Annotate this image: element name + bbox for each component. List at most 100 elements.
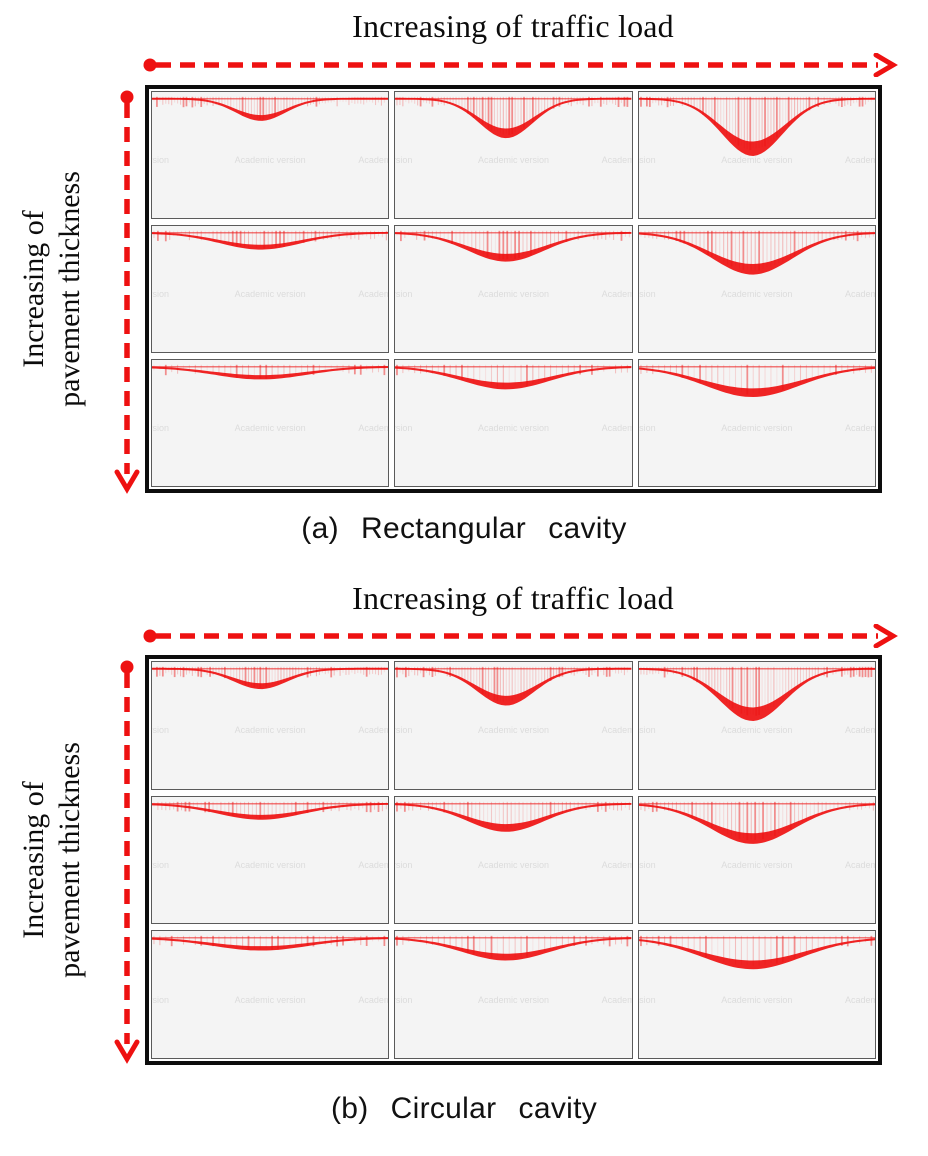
deflection-plot: [152, 364, 389, 380]
panel-grid-circular-cavity: Academic version Academic version Academic…: [145, 655, 882, 1065]
deflection-plot: [395, 801, 632, 832]
watermark-text: Academic version: [601, 155, 632, 165]
watermark-text: Academic version: [639, 859, 656, 870]
watermark-text: Academic version: [601, 725, 632, 736]
deflection-plot: [152, 801, 389, 820]
deflection-curve: [395, 937, 632, 961]
watermark-text: Academic version: [477, 289, 549, 299]
watermark-text: Academic version: [477, 155, 549, 165]
watermark-text: Academic version: [234, 423, 306, 433]
deflection-panel-rectangular-r1c2: Academic version Academic version Academic…: [394, 91, 633, 219]
watermark-text: Academic version: [358, 994, 388, 1005]
deflection-panel-circular-r3c3: Academic version Academic version Academic…: [637, 930, 876, 1059]
deflection-panel-circular-r1c3: Academic version Academic version Academic…: [637, 661, 876, 790]
watermark-text: Academic version: [844, 155, 875, 165]
deflection-curve: [395, 802, 632, 832]
deflection-curve: [152, 937, 389, 951]
watermark-text: Academic version: [152, 725, 170, 736]
deflection-curve: [395, 667, 632, 706]
deflection-plot: [152, 96, 389, 121]
deflection-curve: [638, 97, 875, 156]
deflection-panel-circular-r2c3: Academic version Academic version Academic…: [637, 795, 876, 925]
watermark-text: Academic version: [395, 859, 413, 870]
label-line-2: pavement thickness: [53, 171, 86, 407]
deflection-panel-rectangular-r2c1: Academic version Academic version Academic…: [151, 225, 390, 353]
deflection-panel-circular-r2c2: Academic version Academic version Academic…: [394, 795, 633, 925]
pavement-thickness-axis-label-b: Increasing of pavement thickness: [16, 650, 88, 1070]
deflection-curve: [638, 803, 875, 844]
watermark-text: Academic version: [844, 994, 875, 1005]
watermark-text: Academic version: [721, 155, 793, 165]
deflection-plot: [395, 666, 632, 706]
watermark-text: Academic version: [477, 859, 549, 870]
deflection-panel-rectangular-r3c3: Academic version Academic version Academic…: [637, 359, 876, 487]
arrowhead-icon: [873, 53, 898, 77]
deflection-panel-circular-r3c1: Academic version Academic version Academic…: [151, 930, 390, 1059]
deflection-panel-circular-r2c1: Academic version Academic version Academic…: [151, 795, 390, 925]
arrow-origin-dot: [120, 660, 134, 674]
deflection-curve: [152, 366, 389, 380]
deflection-curve: [152, 97, 389, 121]
deflection-curve: [395, 366, 632, 390]
watermark-text: Academic version: [234, 994, 306, 1005]
label-line-1: Increasing of: [17, 781, 50, 939]
deflection-panel-rectangular-r2c3: Academic version Academic version Academic…: [637, 225, 876, 353]
watermark-text: Academic version: [639, 725, 656, 736]
watermark-text: Academic version: [844, 423, 875, 433]
deflection-plot: [638, 666, 875, 721]
deflection-panel-rectangular-r2c2: Academic version Academic version Academic…: [394, 225, 633, 353]
deflection-panel-circular-r1c1: Academic version Academic version Academic…: [151, 661, 390, 790]
watermark-text: Academic version: [358, 423, 388, 433]
deflection-curve: [395, 231, 632, 262]
pavement-thickness-axis-label-a: Increasing of pavement thickness: [16, 79, 88, 499]
watermark-text: Academic version: [477, 423, 549, 433]
watermark-text: Academic version: [152, 859, 170, 870]
watermark-text: Academic version: [152, 994, 170, 1005]
deflection-plot: [152, 666, 389, 690]
deflection-panel-rectangular-r3c1: Academic version Academic version Academic…: [151, 359, 390, 487]
label-line-2: pavement thickness: [53, 742, 86, 978]
traffic-load-arrow-a: [143, 53, 898, 77]
watermark-text: Academic version: [477, 725, 549, 736]
deflection-plot: [638, 230, 875, 275]
traffic-load-arrow-b: [143, 624, 898, 648]
deflection-curve: [638, 232, 875, 275]
watermark-text: Academic version: [844, 725, 875, 736]
traffic-load-axis-title-b: Increasing of traffic load: [352, 580, 674, 616]
watermark-text: Academic version: [721, 725, 793, 736]
deflection-curve: [638, 938, 875, 970]
deflection-panel-rectangular-r1c1: Academic version Academic version Academic…: [151, 91, 390, 219]
watermark-text: Academic version: [395, 423, 413, 433]
watermark-text: Academic version: [721, 289, 793, 299]
watermark-text: Academic version: [152, 423, 170, 433]
watermark-text: Academic version: [477, 994, 549, 1005]
watermark-text: Academic version: [639, 423, 656, 433]
deflection-curve: [395, 97, 632, 139]
watermark-text: Academic version: [234, 155, 306, 165]
deflection-plot: [638, 96, 875, 156]
arrow-origin-dot: [143, 58, 157, 72]
watermark-text: Academic version: [234, 859, 306, 870]
watermark-text: Academic version: [721, 859, 793, 870]
watermark-text: Academic version: [358, 859, 388, 870]
arrowhead-icon: [873, 624, 898, 648]
arrow-origin-dot: [120, 90, 134, 104]
watermark-text: Academic version: [234, 725, 306, 736]
label-line-1: Increasing of: [17, 210, 50, 368]
watermark-text: Academic version: [152, 289, 170, 299]
panel-grid-rectangular-cavity: Academic version Academic version Academic…: [145, 85, 882, 493]
watermark-text: Academic version: [639, 155, 656, 165]
watermark-text: Academic version: [358, 725, 388, 736]
deflection-plot: [395, 364, 632, 390]
watermark-text: Academic version: [395, 155, 413, 165]
watermark-text: Academic version: [639, 994, 656, 1005]
watermark-text: Academic version: [358, 155, 388, 165]
deflection-curve: [638, 366, 875, 398]
caption-a: (a) Rectangular cavity: [301, 512, 627, 545]
watermark-text: Academic version: [234, 289, 306, 299]
watermark-text: Academic version: [639, 289, 656, 299]
deflection-plot: [152, 936, 389, 951]
arrowhead-icon: [114, 1039, 140, 1064]
pavement-thickness-arrow-b: [114, 660, 140, 1064]
